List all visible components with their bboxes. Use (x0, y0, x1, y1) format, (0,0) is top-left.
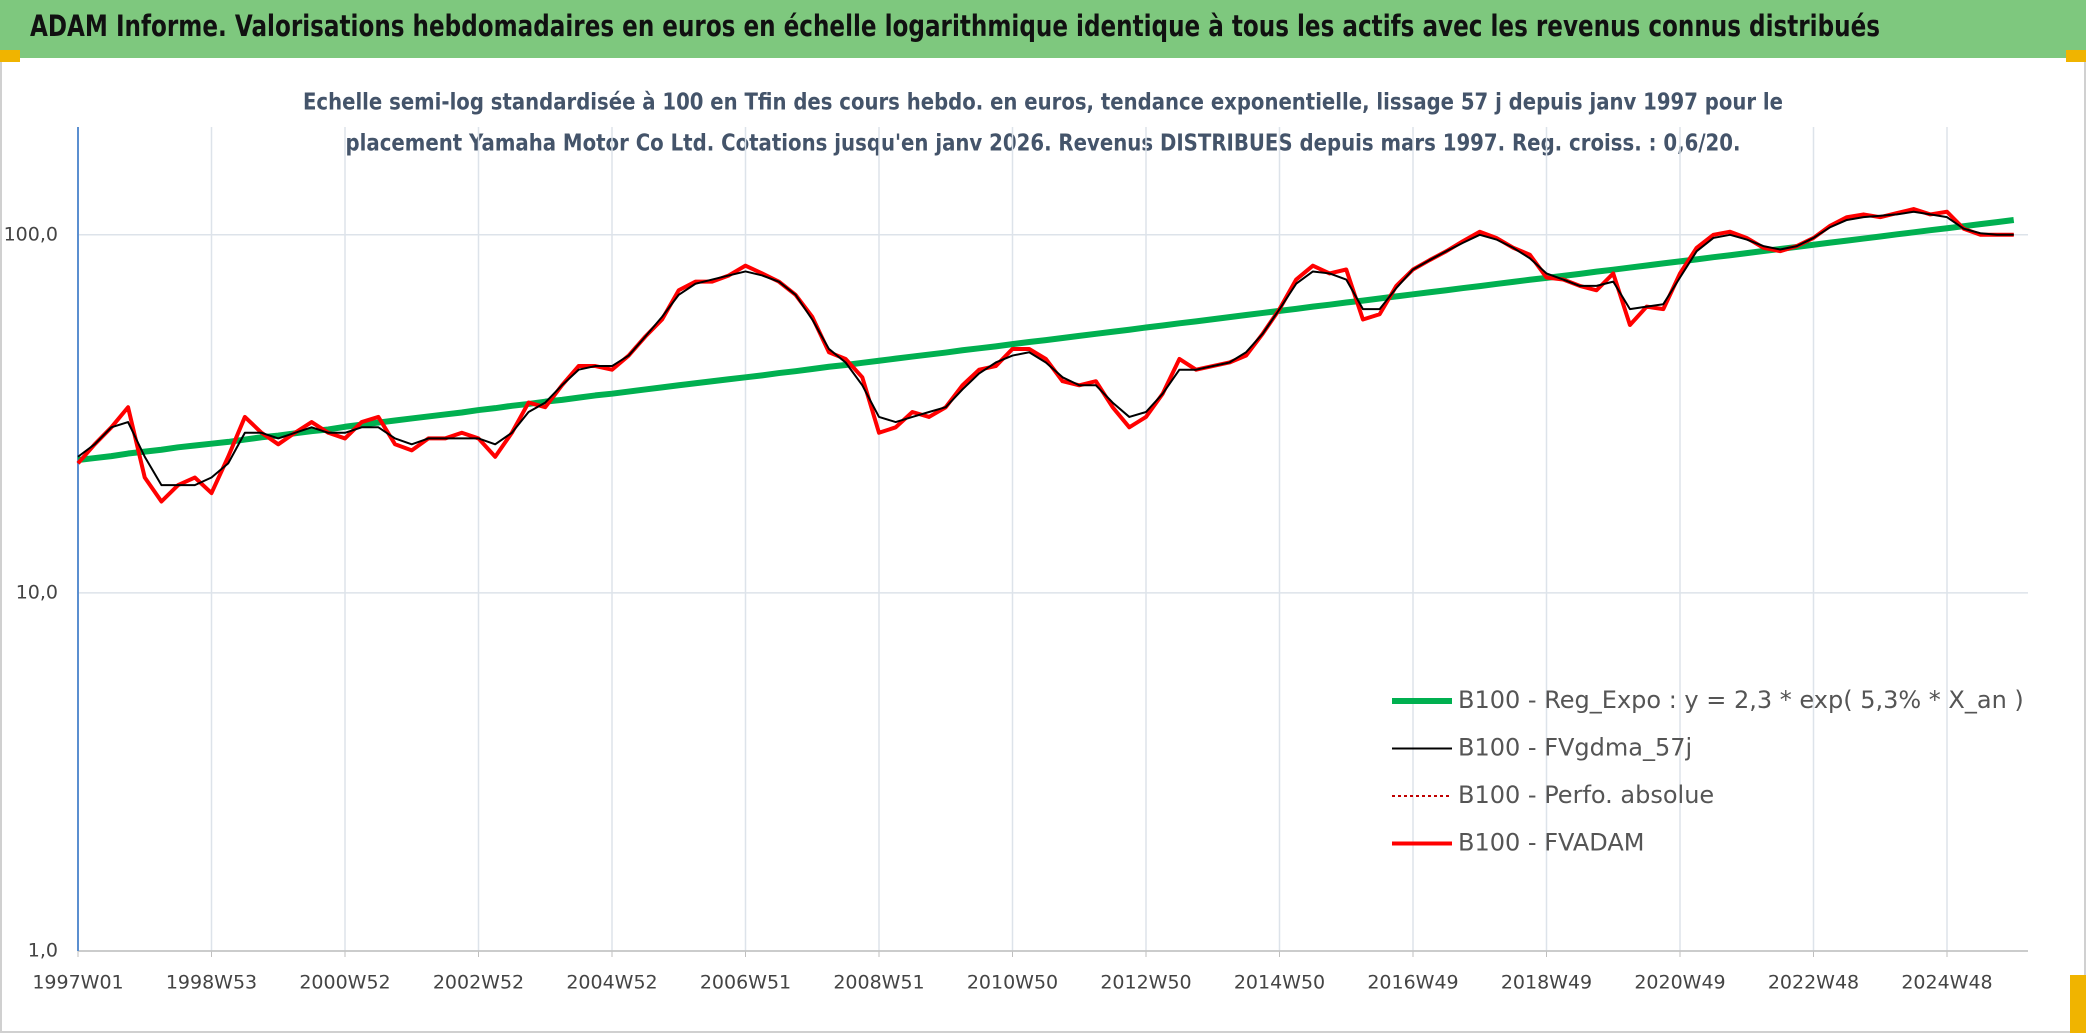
y-tick-label: 100,0 (4, 223, 58, 245)
y-tick-label: 10,0 (16, 581, 58, 603)
x-tick-label: 2018W49 (1501, 972, 1592, 994)
chart-subtitle: placement Yamaha Motor Co Ltd. Cotations… (346, 131, 1741, 157)
legend-label: B100 - Perfo. absolue (1458, 781, 1714, 809)
legend-label: B100 - FVADAM (1458, 829, 1644, 857)
x-tick-label: 2022W48 (1768, 972, 1859, 994)
grid: 1997W01 1998W53 2000W52 2002W52 2004W52 2006W… (4, 127, 2028, 994)
series-line (77, 210, 2014, 487)
chart-title: ADAM Informe. Valorisations hebdomadaire… (30, 9, 1880, 43)
x-tick-label: 2014W50 (1234, 972, 1325, 994)
x-tick-label: 2008W51 (833, 972, 924, 994)
chart-subtitle: Echelle semi-log standardisée à 100 en T… (303, 90, 1783, 116)
corner-mark (2066, 50, 2086, 62)
legend-label: B100 - Reg_Expo : y = 2,3 * exp( 5,3% * … (1458, 686, 2024, 714)
x-tick-label: 2000W52 (299, 972, 390, 994)
x-tick-label: 2002W52 (433, 972, 524, 994)
plot-area (76, 207, 2015, 504)
corner-mark (2070, 975, 2086, 1033)
x-tick-label: 2012W50 (1100, 972, 1191, 994)
corner-mark (0, 50, 20, 62)
series-line (76, 207, 2014, 504)
x-tick-label: 2006W51 (700, 972, 791, 994)
legend: B100 - Reg_Expo : y = 2,3 * exp( 5,3% * … (1392, 686, 2024, 857)
x-tick-label: 2020W49 (1634, 972, 1725, 994)
x-tick-label: 2010W50 (967, 972, 1058, 994)
title-banner (0, 0, 2086, 58)
x-tick-label: 2024W48 (1901, 972, 1992, 994)
y-tick-label: 1,0 (28, 940, 58, 962)
x-tick-label: 1998W53 (166, 972, 257, 994)
x-tick-label: 1997W01 (32, 972, 123, 994)
x-tick-label: 2004W52 (566, 972, 657, 994)
x-tick-label: 2016W49 (1367, 972, 1458, 994)
legend-label: B100 - FVgdma_57j (1458, 734, 1692, 762)
